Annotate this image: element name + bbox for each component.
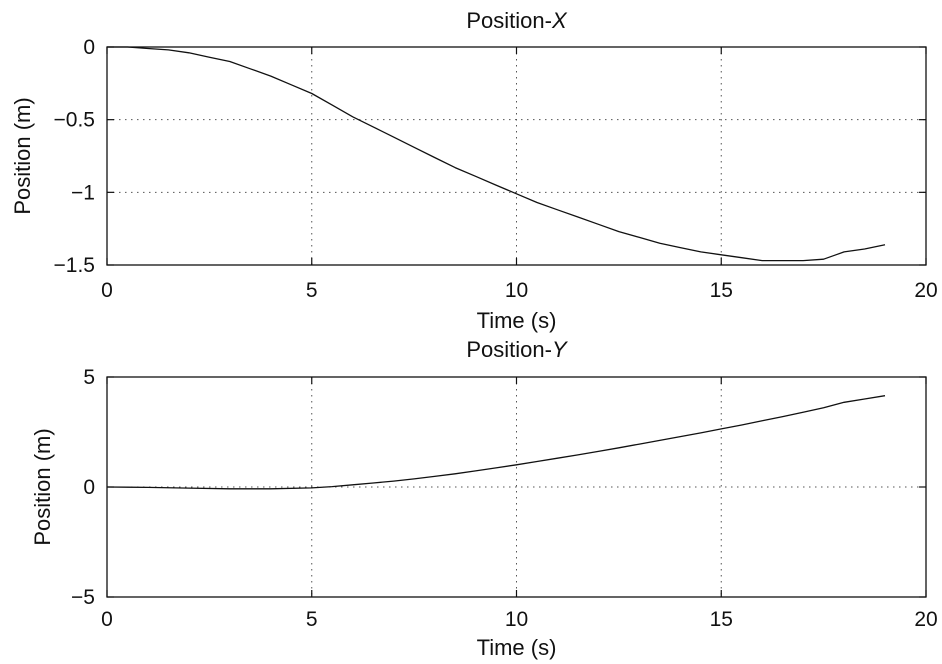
chart-1: 0 5 10 15 20 0 −0.5 −1 −1.5 Position-X Time (s) Pos… [10, 8, 938, 333]
chart-title-axis: X [551, 8, 568, 33]
x-tick-label: 5 [306, 279, 318, 302]
chart-title-prefix: Position- [466, 337, 552, 362]
y-axis-label: Position (m) [30, 428, 55, 545]
series-line [107, 46, 886, 262]
y-axis-label: Position (m) [10, 97, 35, 214]
y-tick-label: −1.5 [54, 254, 95, 277]
x-axis-label: Time (s) [477, 635, 557, 660]
x-axis-label: Time (s) [477, 308, 557, 333]
x-tick-label: 15 [710, 608, 733, 631]
plot-frame [106, 46, 927, 266]
x-tick-label: 20 [914, 608, 937, 631]
y-tick-label: −0.5 [54, 109, 95, 132]
chart-title-axis: Y [552, 337, 568, 362]
y-tick-label: 5 [83, 366, 95, 389]
y-tick-label: 0 [83, 476, 95, 499]
x-tick-label: 5 [306, 608, 318, 631]
chart-title: Position-X [466, 8, 568, 33]
chart-title-prefix: Position- [466, 8, 552, 33]
chart-title: Position-Y [466, 337, 568, 362]
x-tick-label: 15 [710, 279, 733, 302]
chart-2: 0 5 10 15 20 5 0 −5 Position-Y Time (s) Position (… [30, 337, 938, 660]
x-tick-label: 0 [101, 279, 113, 302]
y-tick-label: 0 [83, 36, 95, 59]
series-line [106, 395, 886, 490]
x-tick-label: 10 [505, 279, 528, 302]
y-tick-label: −5 [71, 586, 95, 609]
x-tick-label: 20 [914, 279, 937, 302]
y-tick-label: −1 [71, 181, 95, 204]
x-tick-label: 0 [101, 608, 113, 631]
x-tick-label: 10 [505, 608, 528, 631]
